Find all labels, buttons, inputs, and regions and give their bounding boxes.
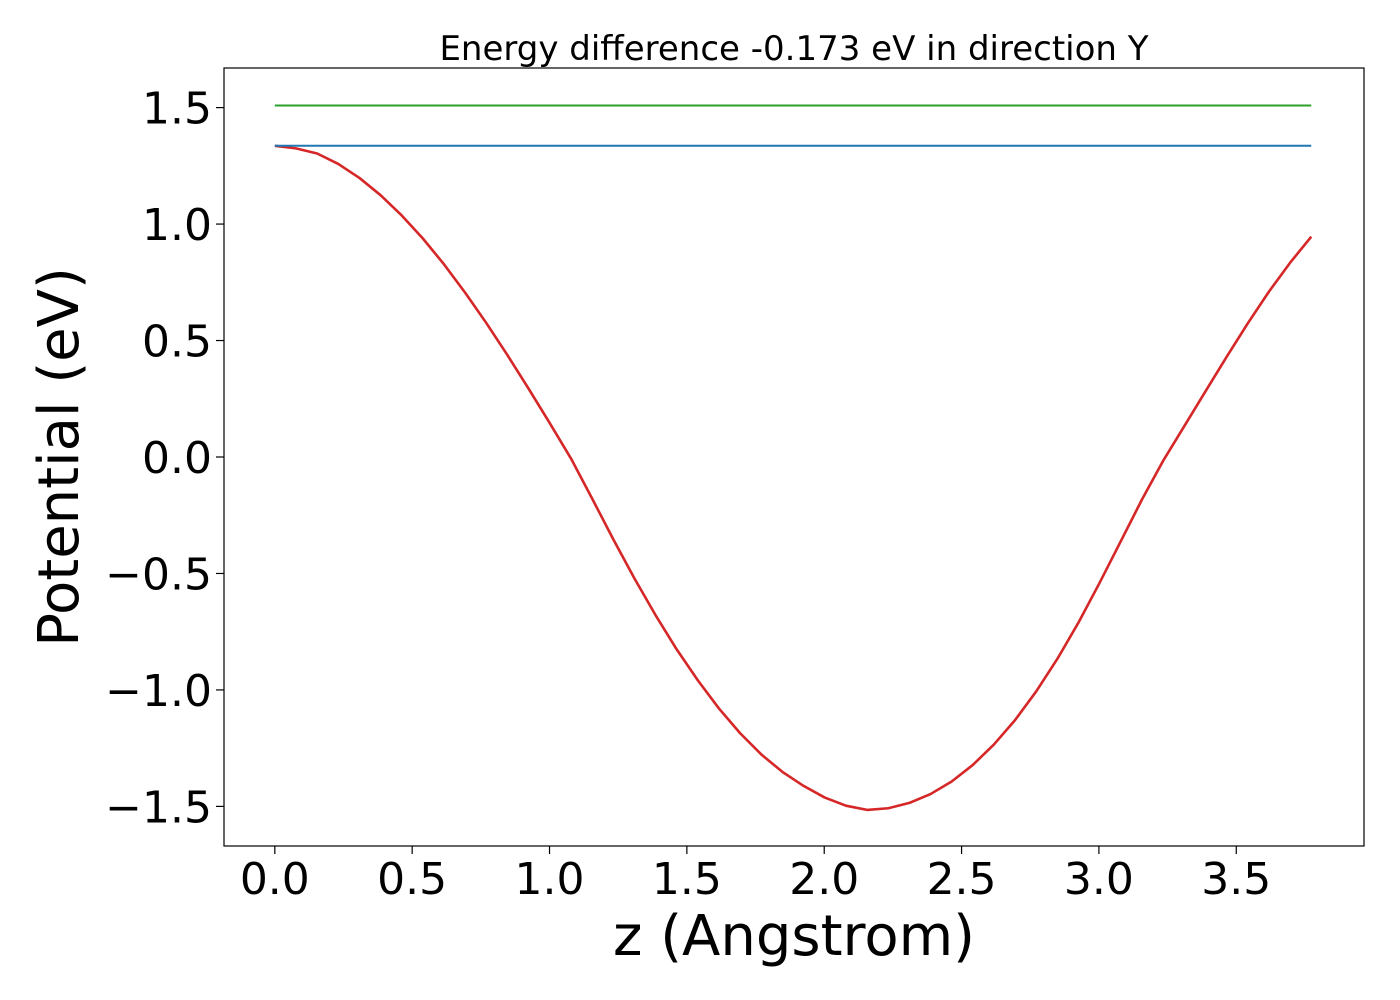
y-tick-label: 1.5 (142, 84, 212, 135)
x-tick-label: 3.5 (1201, 854, 1271, 905)
plot-frame (223, 67, 1365, 847)
y-tick-label: −1.0 (105, 666, 212, 717)
x-tick-label: 3.0 (1064, 854, 1134, 905)
x-tick-label: 0.5 (377, 854, 447, 905)
y-tick-label: 0.0 (142, 433, 212, 484)
series-line-1 (274, 144, 1313, 812)
chart-title: Energy difference -0.173 eV in direction… (439, 29, 1148, 69)
y-tick-label: 0.5 (142, 317, 212, 368)
x-axis: 0.0 0.5 1.0 1.5 2.0 2.5 3.0 3.5 (240, 846, 1271, 905)
x-tick-label: 2.5 (927, 854, 997, 905)
x-tick-label: 1.5 (652, 854, 722, 905)
x-tick-label: 1.0 (515, 854, 585, 905)
x-tick-label: 0.0 (240, 854, 310, 905)
y-axis: 1.5 1.0 0.5 0.0 −0.5 −1.0 −1.5 (105, 84, 224, 833)
y-tick-label: −0.5 (105, 549, 212, 600)
plot-area (274, 104, 1313, 812)
y-axis-title: Potential (eV) (27, 267, 92, 647)
x-tick-label: 2.0 (789, 854, 859, 905)
y-tick-label: 1.0 (142, 200, 212, 251)
y-tick-label: −1.5 (105, 782, 212, 833)
x-axis-title: z (Angstrom) (613, 904, 975, 969)
